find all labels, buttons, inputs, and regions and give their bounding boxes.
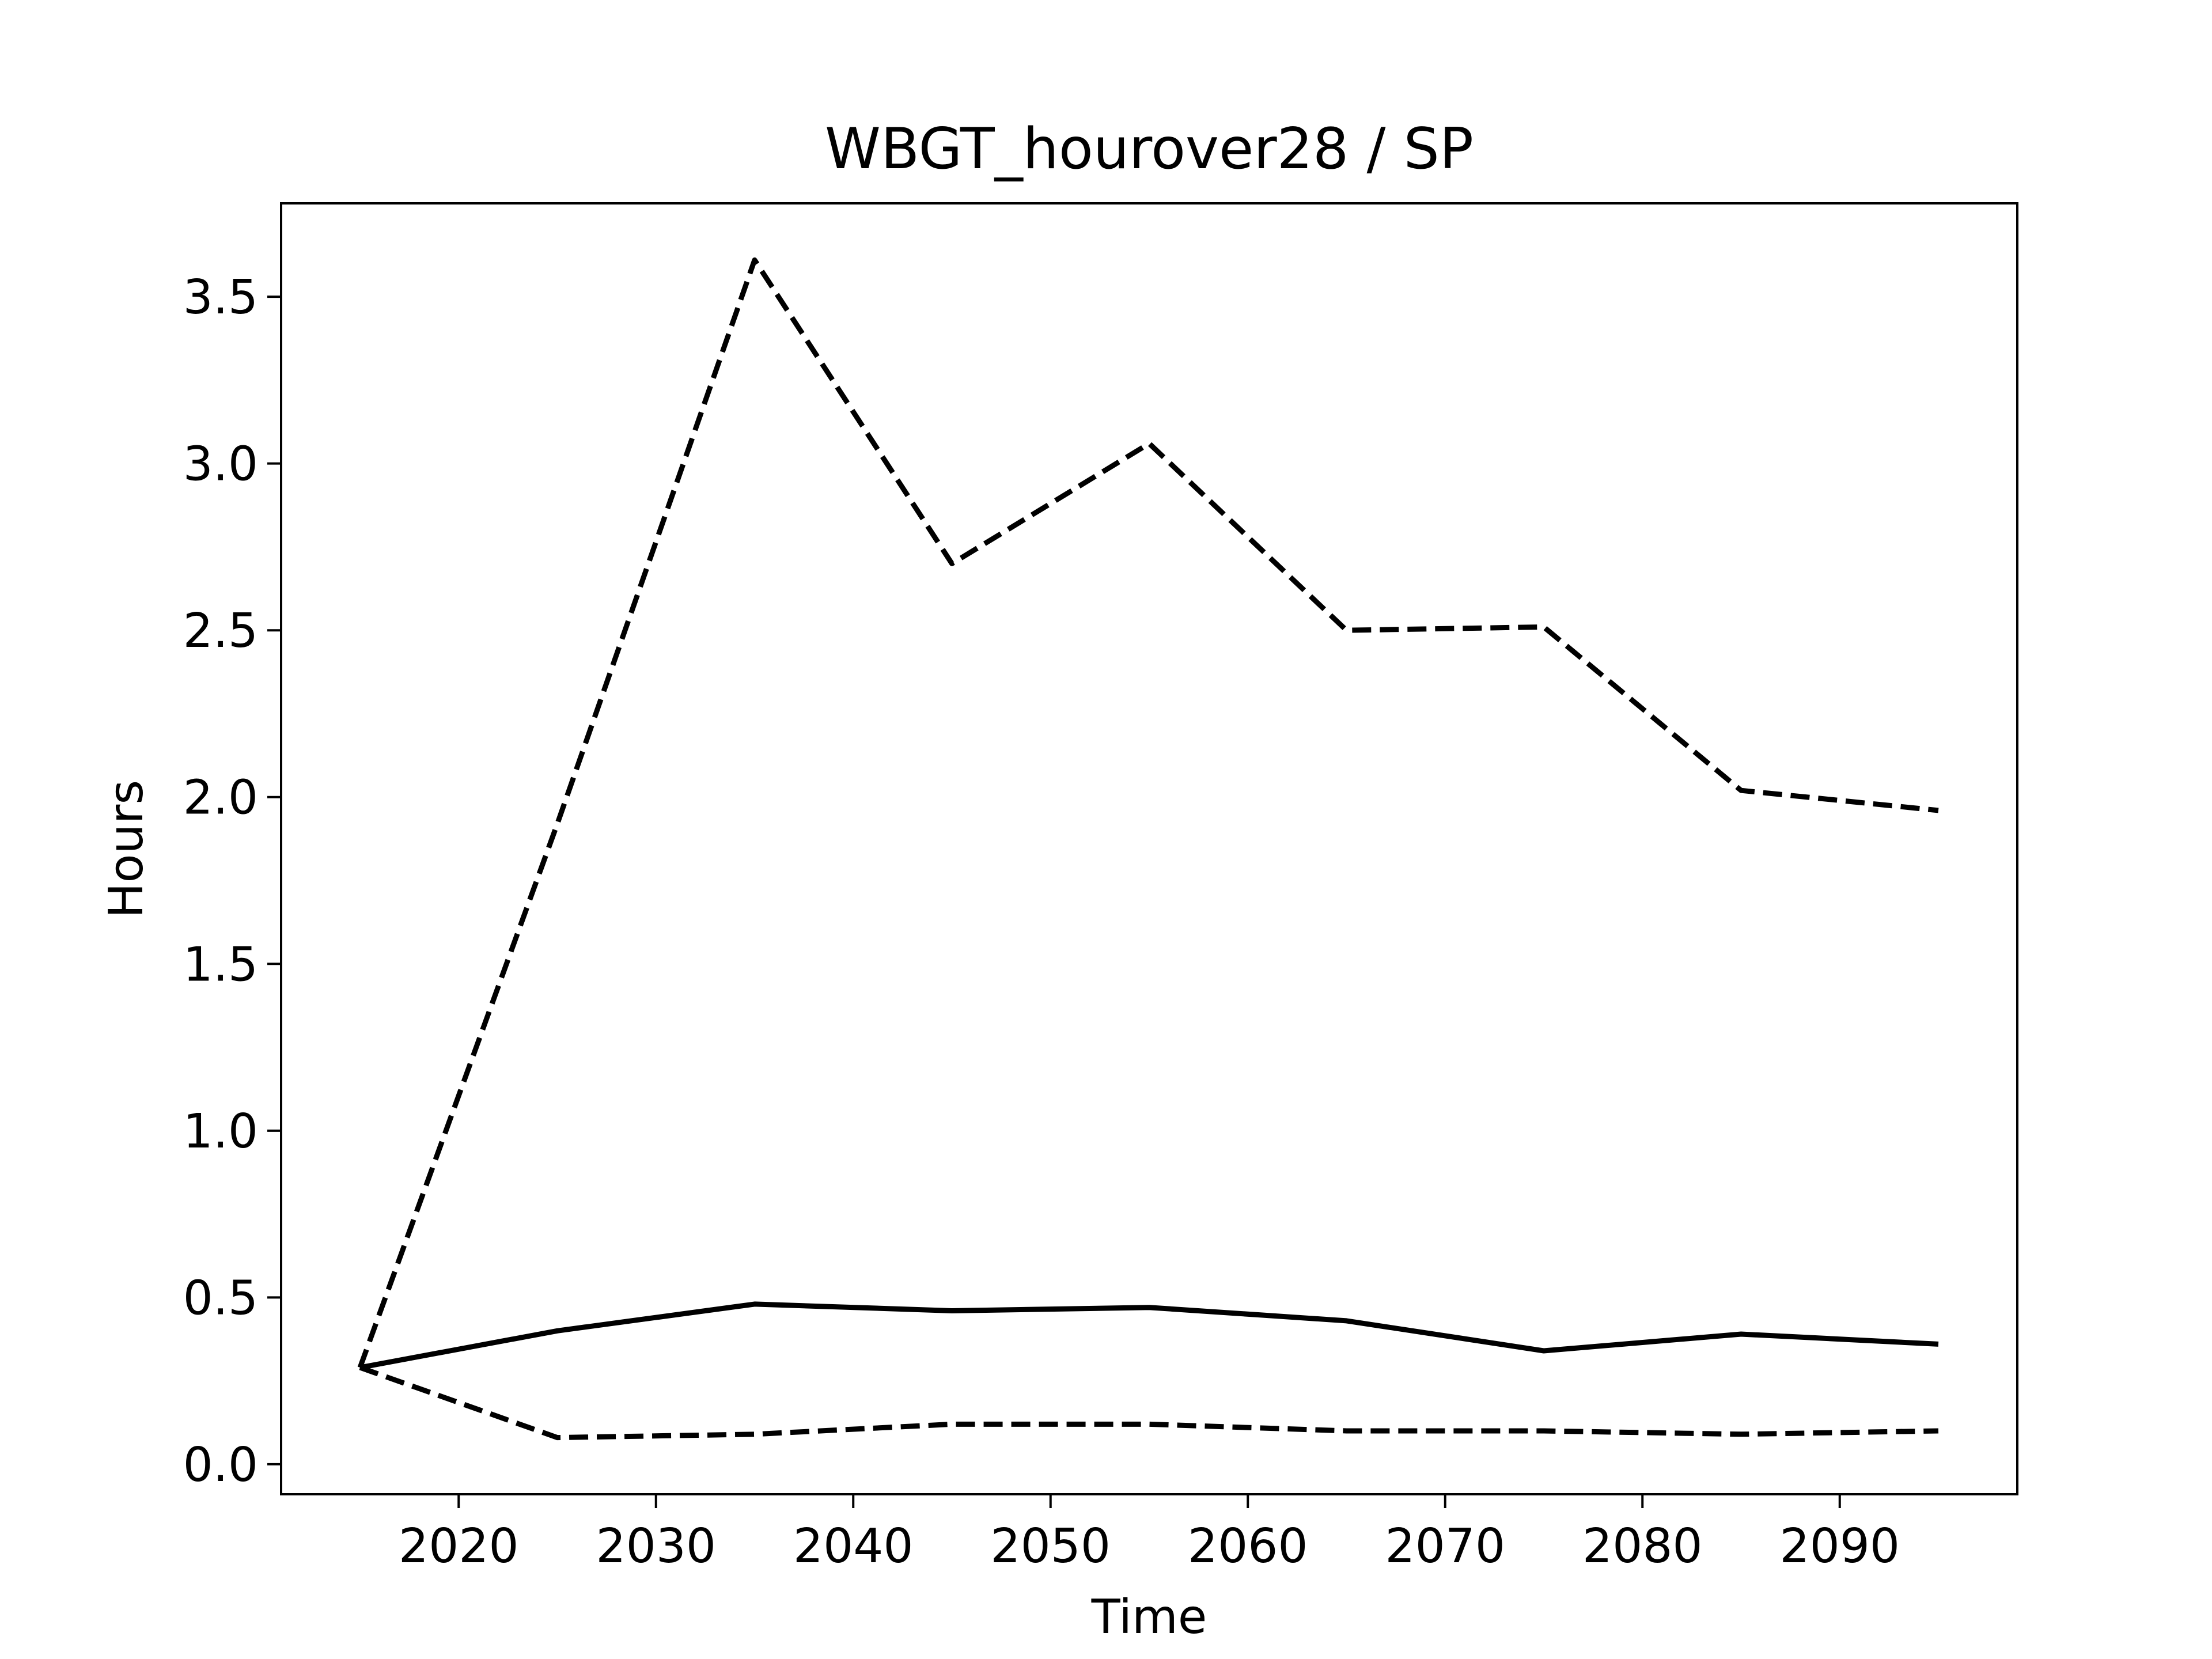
x-tick-label: 2090 [1779,1519,1900,1574]
x-tick-label: 2060 [1188,1519,1308,1574]
series-line-3-dashed [359,1365,1939,1441]
y-tick-label: 1.0 [183,1104,258,1159]
plot-area-frame [280,202,2018,1495]
series-line-2-dashed [357,257,1939,1369]
x-axis-label: Time [1091,1590,1207,1645]
y-tick-label: 2.0 [183,771,258,825]
y-tick-label: 1.5 [183,937,258,992]
y-tick-label: 0.5 [183,1271,258,1325]
y-tick-label: 3.5 [183,270,258,325]
y-tick-label: 3.0 [183,437,258,492]
y-axis-ticks: 0.0 0.5 1.0 1.5 2.0 2.5 3.0 3.5 [183,270,281,1493]
y-tick-label: 0.0 [183,1438,258,1493]
x-tick-label: 2050 [990,1519,1111,1574]
x-tick-label: 2020 [399,1519,519,1574]
y-axis-label: Hours [99,780,154,918]
x-tick-label: 2040 [793,1519,914,1574]
x-tick-label: 2070 [1385,1519,1505,1574]
series-line-1-solid [359,1301,1939,1370]
chart-title: WBGT_hourover28 / SP [825,116,1474,182]
y-tick-label: 2.5 [183,604,258,658]
x-axis-ticks: 2020 2030 2040 2050 2060 2070 2080 2090 [399,1494,1900,1574]
x-tick-label: 2080 [1582,1519,1703,1574]
x-tick-label: 2030 [596,1519,716,1574]
data-series [357,257,1939,1441]
